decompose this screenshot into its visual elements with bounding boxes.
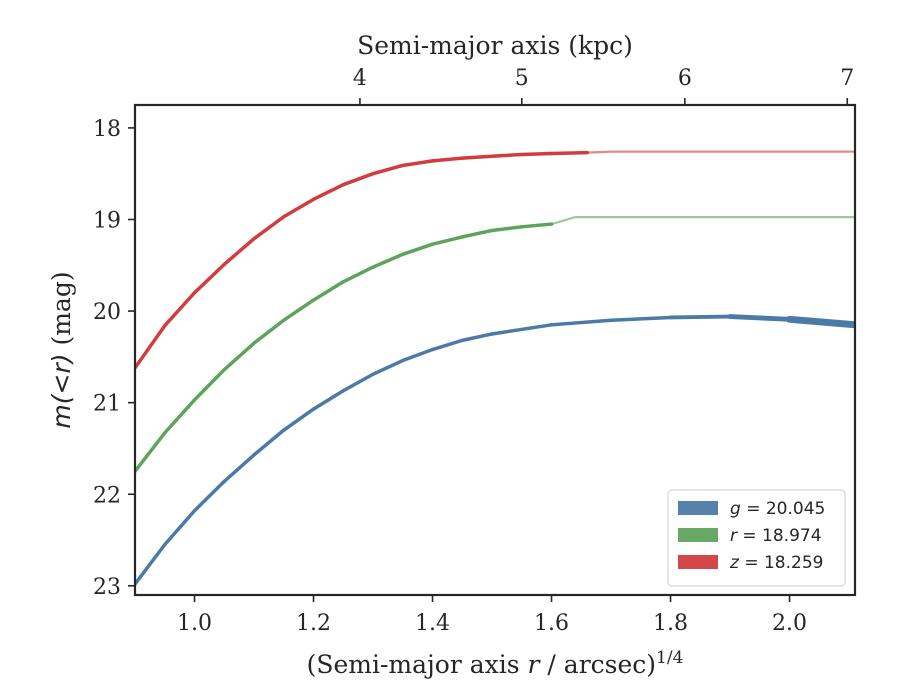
y-axis-title-var: m(<r) [47, 353, 76, 428]
series-z-model-line [135, 150, 855, 369]
x-tick-label: 1.6 [534, 611, 569, 636]
plot-frame [133, 103, 857, 597]
series-z-segment [163, 291, 197, 328]
series-g-segment [430, 338, 465, 352]
series-r-segment [282, 298, 316, 322]
top-x-tick-label: 4 [353, 66, 367, 91]
series-r-segment [135, 431, 167, 474]
x-axis-title-var: r [528, 650, 542, 679]
x-tick-label: 2.0 [772, 611, 807, 636]
series-z-segment [371, 163, 405, 176]
series-r-segment [222, 341, 256, 372]
legend-label-g: g = 20.045 [730, 499, 825, 519]
series-g-segment [341, 372, 375, 393]
top-x-tick-label: 6 [678, 66, 692, 91]
series-z-segment [549, 150, 589, 156]
legend-label-z: z = 18.259 [729, 553, 823, 573]
series-r-segment [401, 242, 435, 257]
series-g-segment [401, 347, 435, 363]
series-z-segment [341, 171, 375, 187]
series-z-segment [430, 156, 465, 163]
series-r-segment [252, 318, 286, 345]
series-g-segment [192, 479, 227, 513]
series-g-segment [222, 453, 256, 484]
series-r-segment [311, 280, 346, 302]
series-z-segment [460, 154, 494, 160]
series-r-segment [192, 367, 227, 402]
x-axis-title: (Semi-major axis r / arcsec)1/4 [307, 648, 684, 679]
x-axis-title-sup: 1/4 [656, 648, 683, 668]
series-r-segment [460, 228, 494, 239]
series-g-segment [371, 358, 405, 377]
series-r-model-line [135, 216, 855, 473]
top-x-tick-label: 7 [840, 66, 854, 91]
series-z-segment [135, 323, 167, 370]
series-g-segment [282, 407, 316, 432]
legend-swatch-r [678, 528, 718, 542]
y-tick-label: 19 [93, 208, 121, 233]
series-z-segment [192, 262, 227, 295]
x-tick-label: 1.8 [653, 611, 688, 636]
series-z-segment [222, 236, 256, 267]
series-z-segment [490, 152, 524, 159]
legend-swatch-g [678, 501, 718, 515]
legend-swatch-z [678, 555, 718, 569]
series-r-segment [341, 265, 375, 284]
series-r-segment [163, 398, 197, 435]
x-tick-label: 1.4 [415, 611, 450, 636]
y-tick-label: 18 [93, 117, 121, 142]
series-r-segment [430, 235, 465, 246]
x-axis-title-prefix: (Semi-major axis [307, 650, 528, 679]
series-r-segment [520, 222, 554, 229]
series-g-segment [311, 389, 346, 411]
y-tick-label: 22 [93, 483, 121, 508]
series-z-segment [401, 159, 435, 168]
series-g-segment [252, 428, 286, 457]
series-g-segment [163, 508, 197, 547]
series-g-segment [609, 315, 673, 322]
top-axis-title: Semi-major axis (kpc) [357, 31, 633, 60]
x-tick-label: 1.2 [296, 611, 331, 636]
series-g-segment [786, 315, 855, 329]
series-layer [135, 150, 855, 586]
y-tick-label: 20 [93, 300, 121, 325]
series-r-segment [490, 225, 524, 233]
y-axis-title: m(<r) (mag) [47, 271, 76, 428]
series-g-segment [668, 314, 732, 320]
series-z-segment [520, 151, 554, 157]
y-tick-label: 23 [93, 575, 121, 600]
series-r-segment [371, 252, 405, 269]
legend-label-r: r = 18.974 [730, 526, 822, 546]
y-tick-label: 21 [93, 392, 121, 417]
series-g-segment [460, 332, 494, 343]
series-g-segment [549, 318, 613, 327]
x-tick-label: 1.0 [177, 611, 212, 636]
series-z-segment [252, 214, 286, 241]
x-axis-title-suffix: / arcsec) [539, 650, 656, 679]
legend: g = 20.045 r = 18.974 z = 18.259 [667, 489, 846, 587]
series-z-segment [311, 182, 346, 202]
series-g-segment [135, 542, 167, 586]
y-axis-title-unit: (mag) [47, 271, 76, 353]
ticks-layer: 1.0 1.2 1.4 1.6 1.8 2.0 18 19 20 21 22 23 4 5 6 7 [93, 66, 854, 636]
series-g-segment [727, 314, 792, 322]
series-g-segment [490, 323, 554, 336]
top-x-tick-label: 5 [515, 66, 529, 91]
series-z-segment [282, 197, 316, 219]
